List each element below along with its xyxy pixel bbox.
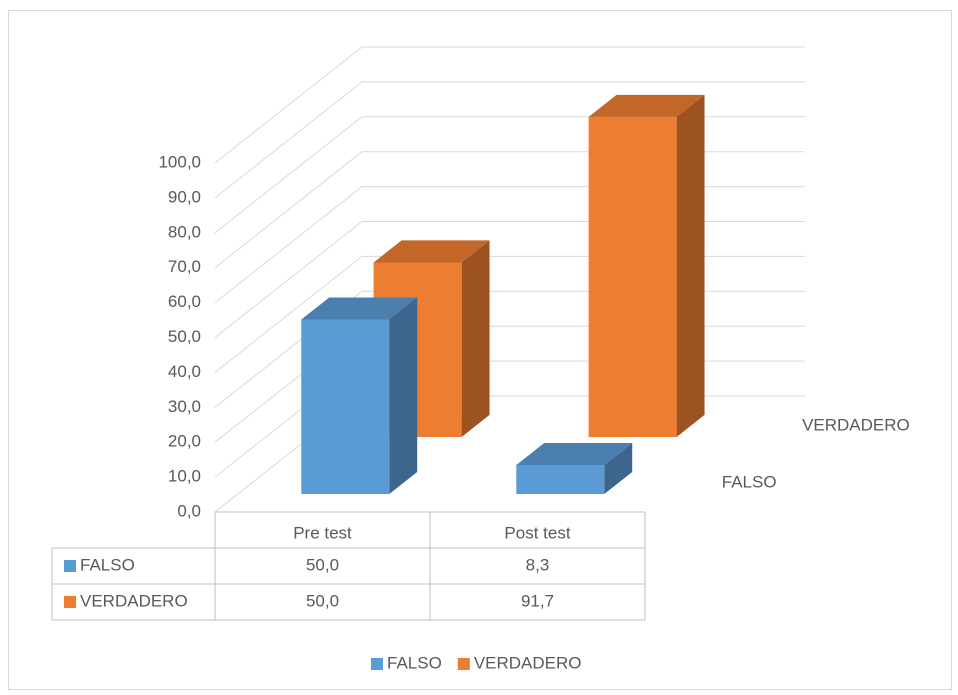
table-value: 50,0 — [306, 555, 339, 574]
table-row-label: VERDADERO — [80, 591, 188, 610]
x-tick-label: Pre test — [293, 523, 352, 542]
grid-line — [214, 186, 363, 303]
bar-side — [676, 94, 705, 437]
bar-side — [389, 297, 418, 495]
depth-axis-label: FALSO — [722, 472, 777, 491]
y-tick-label: 30,0 — [168, 397, 201, 416]
bar-top — [516, 443, 633, 466]
grid-line — [214, 116, 363, 234]
bar — [588, 116, 677, 437]
legend-label: FALSO — [387, 653, 442, 672]
bar-side — [604, 443, 633, 495]
y-tick-label: 20,0 — [168, 432, 201, 451]
x-tick-label: Post test — [504, 523, 570, 542]
y-tick-label: 10,0 — [168, 467, 201, 486]
grid-line — [214, 256, 363, 373]
y-tick-label: 70,0 — [168, 257, 201, 276]
grid-line — [214, 81, 363, 199]
y-tick-label: 60,0 — [168, 292, 201, 311]
table-row-label: FALSO — [80, 555, 135, 574]
table-value: 50,0 — [306, 591, 339, 610]
bar — [516, 465, 605, 495]
bar-top — [373, 240, 490, 263]
y-tick-label: 100,0 — [158, 152, 201, 171]
y-tick-label: 90,0 — [168, 187, 201, 206]
y-tick-label: 40,0 — [168, 362, 201, 381]
depth-axis-label: VERDADERO — [802, 415, 910, 434]
bar-top — [301, 297, 418, 320]
table-value: 91,7 — [521, 591, 554, 610]
grid-line — [214, 221, 363, 338]
grid-line — [214, 46, 363, 164]
table-swatch — [64, 596, 76, 608]
bar-top — [588, 94, 705, 117]
legend-swatch — [371, 658, 383, 670]
bar-side — [461, 240, 490, 437]
bar — [301, 319, 390, 495]
table-value: 8,3 — [526, 555, 550, 574]
grid-line — [214, 151, 363, 269]
y-tick-label: 80,0 — [168, 222, 201, 241]
legend-label: VERDADERO — [474, 653, 582, 672]
y-tick-label: 0,0 — [177, 501, 201, 520]
y-tick-label: 50,0 — [168, 327, 201, 346]
table-swatch — [64, 560, 76, 572]
legend-swatch — [457, 658, 470, 670]
